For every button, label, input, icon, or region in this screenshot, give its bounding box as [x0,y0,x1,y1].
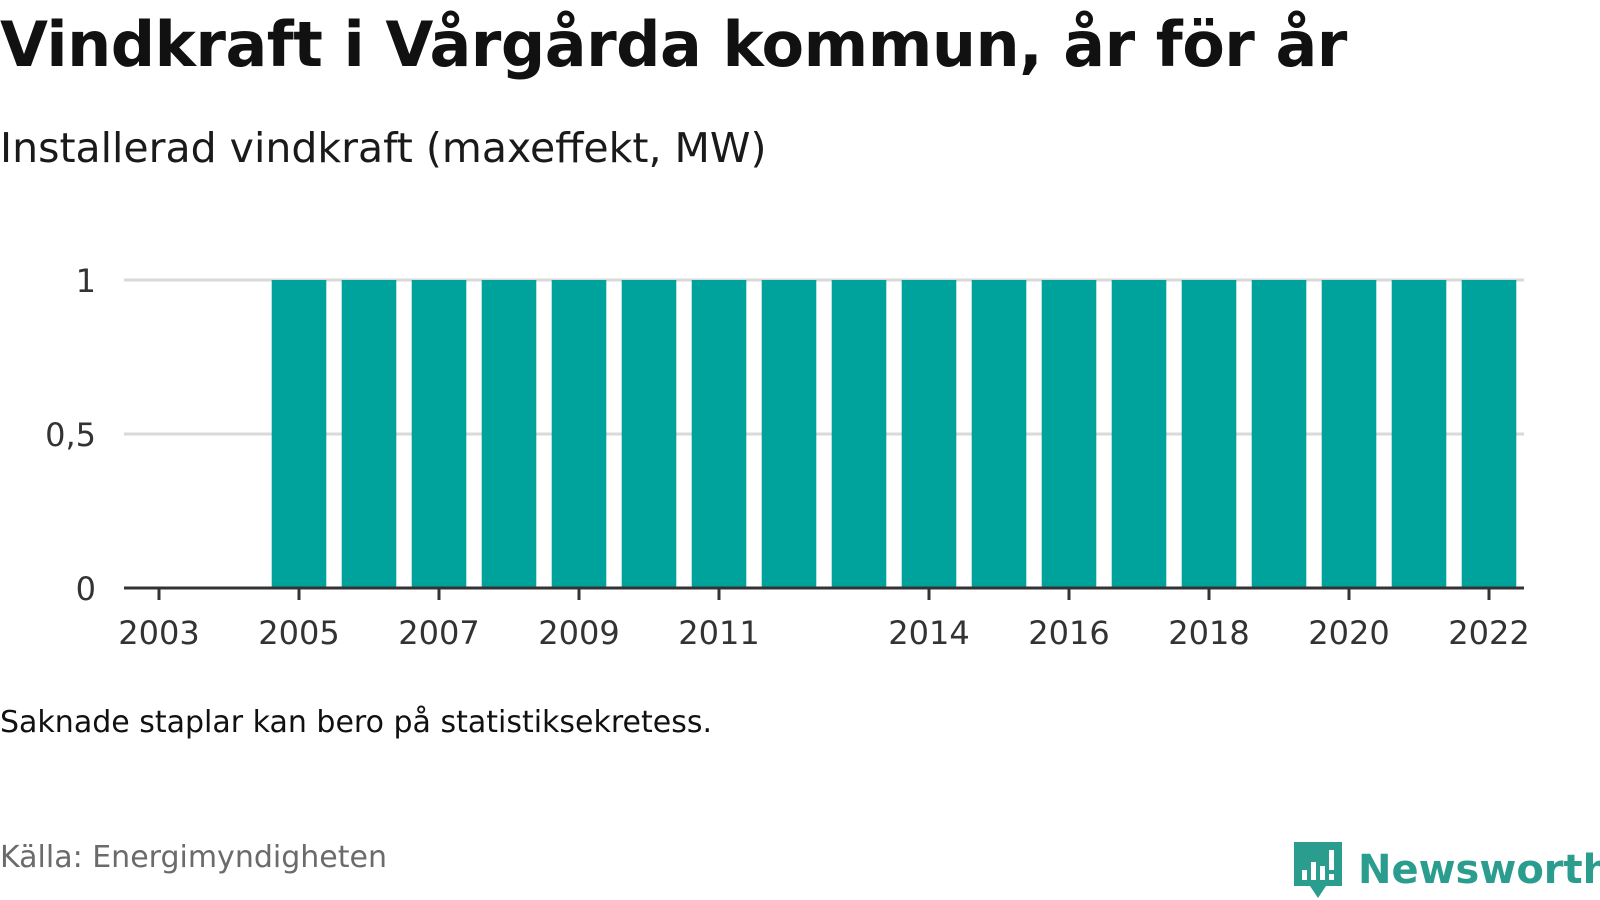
x-tick-label: 2011 [678,614,759,652]
x-tick-label: 2020 [1308,614,1389,652]
x-tick-label: 2005 [258,614,339,652]
x-tick-label: 2003 [118,614,199,652]
bar [341,280,397,588]
newsworthy-logo-icon [1294,842,1342,898]
source-text: Källa: Energimyndigheten [0,840,387,875]
bar [691,280,747,588]
chart-subtitle: Installerad vindkraft (maxeffekt, MW) [0,124,767,172]
bar [1251,280,1307,588]
bar [481,280,537,588]
footnote: Saknade staplar kan bero på statistiksek… [0,705,713,740]
gridlines [124,278,1524,436]
x-tick-label: 2009 [538,614,619,652]
chart-title: Vindkraft i Vårgårda kommun, år för år [0,8,1347,81]
y-tick-label: 0,5 [45,416,96,454]
bar-chart: 00,51 2003 2005 2007 2009 2011 2014 2016 2018 20… [45,262,1530,652]
x-axis: 2003 2005 2007 2009 2011 2014 2016 2018 2020 2022 [118,586,1530,652]
bar [551,280,607,588]
x-tick-label: 2022 [1448,614,1529,652]
bars [271,280,1517,588]
y-axis: 00,51 [45,262,96,608]
bar [1111,280,1167,588]
bar [1391,280,1447,588]
bar [1321,280,1377,588]
bar [621,280,677,588]
x-tick-label: 2014 [888,614,969,652]
bar [831,280,887,588]
bar [901,280,957,588]
bar [761,280,817,588]
y-tick-label: 0 [76,570,96,608]
y-tick-label: 1 [76,262,96,300]
brand-name: Newsworthy [1358,847,1600,893]
brand-logo: Newsworthy [1292,840,1600,900]
bar [271,280,327,588]
x-tick-label: 2007 [398,614,479,652]
bar [1461,280,1517,588]
bar [1181,280,1237,588]
bar [971,280,1027,588]
bar [411,280,467,588]
x-tick-label: 2018 [1168,614,1249,652]
bar [1041,280,1097,588]
x-tick-label: 2016 [1028,614,1109,652]
